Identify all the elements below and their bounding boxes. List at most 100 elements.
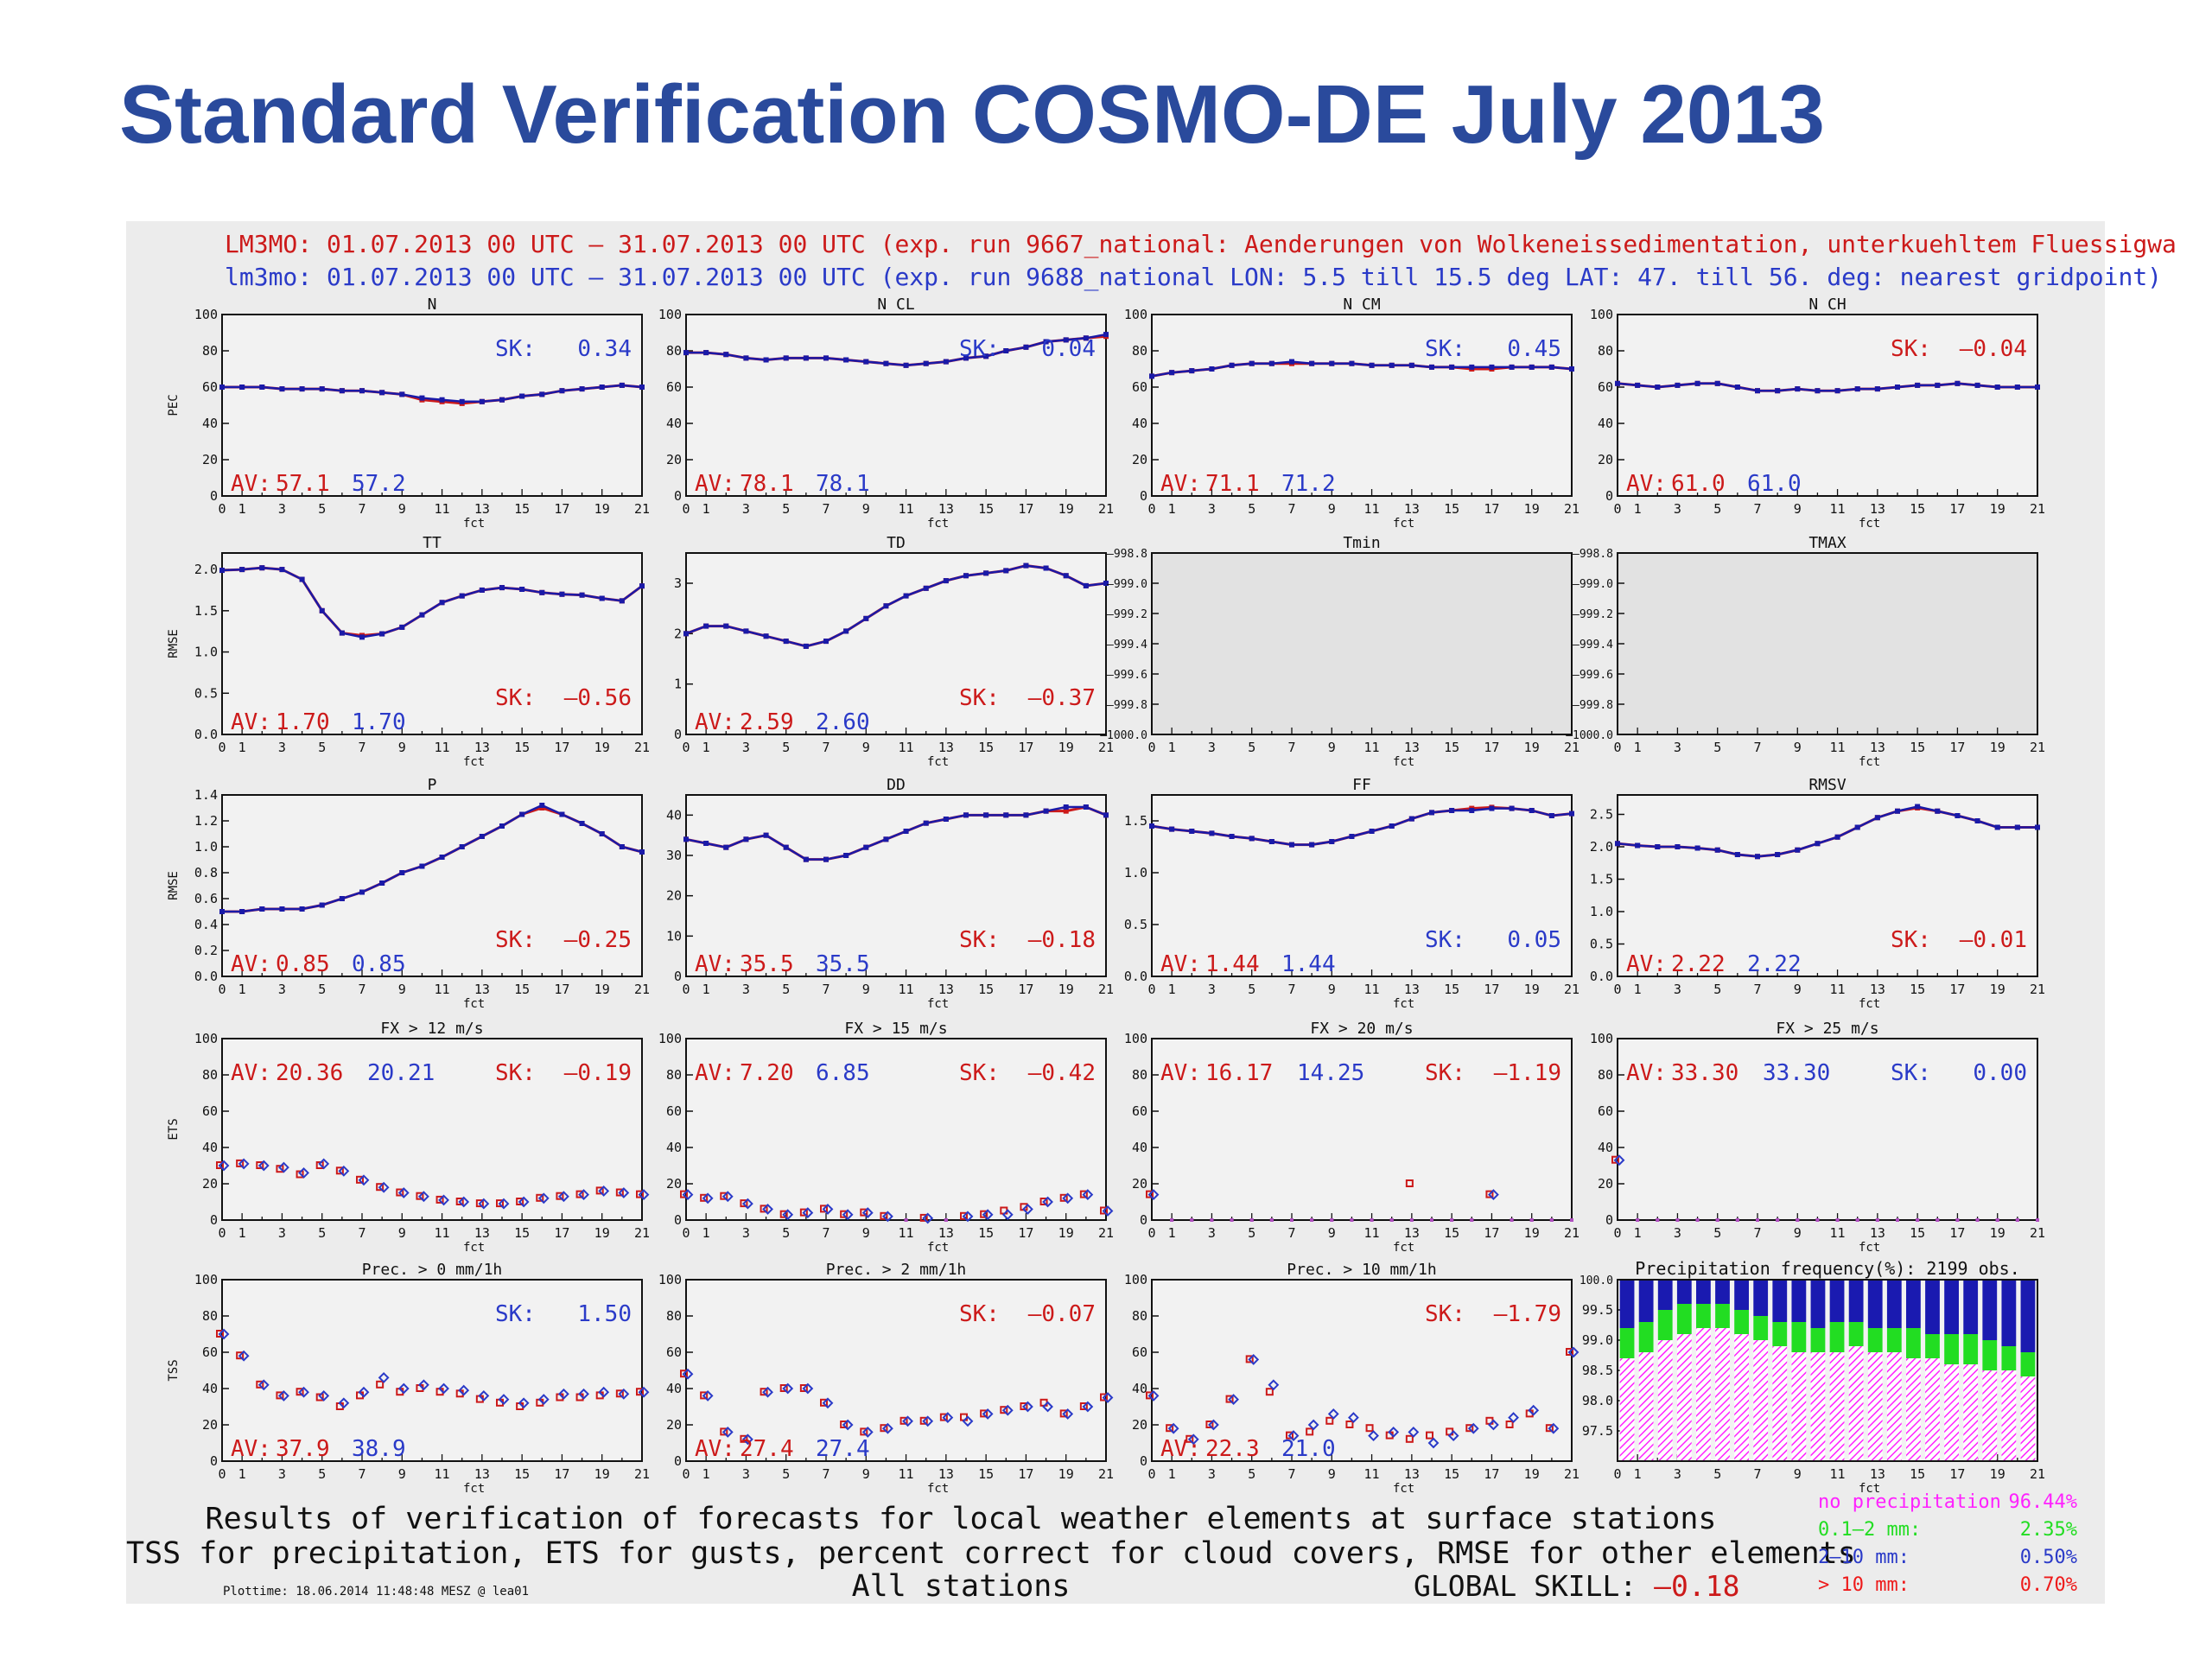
x-tick-label: 3 [278,1466,286,1482]
panel-title: FX > 20 m/s [1310,1020,1413,1038]
av-value-lm3mo-lower: 21.0 [1281,1436,1336,1462]
data-point [1306,1427,1314,1436]
data-point [1268,839,1274,844]
x-tick-label: 0 [1147,1225,1155,1241]
bar-segment-gt10mm [1906,1280,1921,1304]
x-tick-label: 13 [474,982,490,997]
av-label: AV: [231,1436,271,1462]
x-tick-label: 7 [1287,1225,1295,1241]
data-point [639,583,645,589]
y-tick-label: 100 [658,307,682,322]
data-point [239,385,245,390]
data-point [639,849,645,855]
data-point [339,630,345,636]
x-tick-label: 15 [978,1466,994,1482]
data-point [723,623,729,629]
data-point [638,1189,650,1201]
x-tick-label: 21 [634,982,650,997]
data-point [822,1397,834,1409]
freq-value: 0.50% [2019,1547,2077,1568]
data-point [619,844,625,849]
data-point [903,593,909,599]
x-tick-label: 15 [978,1225,994,1241]
data-point [278,1161,289,1173]
y-tick-label: 20 [1132,1176,1147,1192]
data-point [276,1391,284,1400]
data-point [783,639,789,645]
x-tick-label: 17 [1484,1466,1499,1482]
series-line-lm3mo-blue [1151,807,1573,846]
data-point [1545,1424,1554,1433]
data-point [723,844,729,850]
data-point [1062,1408,1074,1420]
data-point [219,385,225,390]
bar-segment-0-2mm [1829,1322,1845,1352]
y-axis-label: PEC [167,394,181,416]
bar-segment-2-10mm [1906,1304,1921,1328]
bar-segment-gt10mm [1734,1280,1749,1292]
x-tick-label: 17 [1949,1466,1965,1482]
y-tick-label: 40 [202,1381,218,1396]
data-point [639,385,645,390]
x-tick-label: 0 [1613,1466,1621,1482]
data-point [475,1199,484,1208]
bar-segment-gt10mm [1982,1280,1998,1316]
bar-segment-gt10mm [2001,1280,2017,1316]
y-axis-label: RMSE [167,629,181,658]
x-tick-label: 13 [474,501,490,517]
plot-area [1151,552,1573,735]
sk-value: –0.01 [1960,927,2027,953]
x-tick-label: 11 [899,1466,914,1482]
x-tick-label: 7 [1287,501,1295,517]
av-value-lm3mo-lower: 35.5 [816,951,870,977]
data-point [376,1183,385,1192]
data-point [1327,1408,1339,1420]
data-point [1103,332,1109,338]
data-point [1974,382,1980,388]
x-tick-label: 19 [1058,1466,1074,1482]
data-point [843,853,849,858]
bar-segment-no-precip [1715,1328,1730,1461]
x-tick-label: 0 [1147,982,1155,997]
data-point [743,355,749,361]
x-tick-label: 3 [742,982,750,997]
data-point [498,1198,510,1210]
y-tick-label: 80 [1598,1067,1613,1083]
data-point [779,1210,788,1218]
data-point [579,821,585,826]
bar-segment-2-10mm [1886,1304,1902,1328]
freq-label: 2–10 mm: [1818,1547,1910,1568]
data-point [880,1211,888,1220]
av-value-lm3mo-upper: 71.1 [1205,471,1260,497]
data-point [883,360,889,366]
x-tick-label: 15 [1444,740,1459,755]
bar-segment-0-2mm [1982,1340,1998,1370]
x-tick-label: 19 [1990,1466,2005,1482]
x-tick-label: 9 [862,740,870,755]
data-point [1103,581,1109,586]
y-tick-label: 80 [1132,343,1147,359]
x-tick-label: 19 [1058,740,1074,755]
data-point [1310,1218,1314,1222]
x-tick-label: 1 [1634,1225,1642,1241]
data-point [1834,834,1840,840]
x-tick-label: 17 [1949,1225,1965,1241]
x-tick-label: 7 [1753,982,1761,997]
sk-label: SK: [495,336,536,362]
y-tick-label: –999.6 [1573,669,1613,682]
bar-segment-no-precip [1676,1334,1692,1461]
data-point [802,1382,814,1395]
data-point [1349,360,1355,366]
data-point [1408,816,1414,822]
data-point [962,1415,974,1427]
x-tick-label: 9 [398,740,406,755]
y-tick-label: –999.2 [1573,608,1613,621]
x-tick-label: 9 [398,1225,406,1241]
panel-title: TT [423,534,442,552]
y-tick-label: 0.6 [194,891,218,906]
data-point [518,1196,530,1208]
freq-label: no precipitation [1818,1491,2001,1513]
data-point [1062,1192,1074,1205]
sk-label: SK: [495,685,536,711]
freq-row-no-precip: no precipitation 96.44% [1818,1491,2077,1513]
